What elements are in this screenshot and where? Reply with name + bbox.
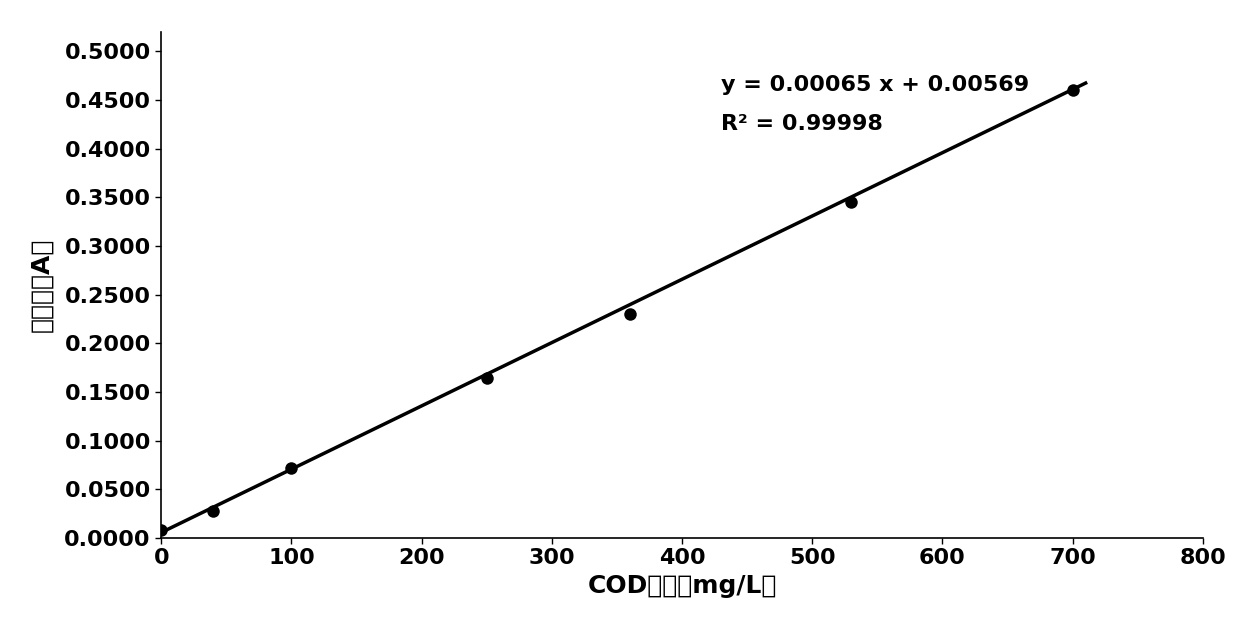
Point	[1063, 85, 1083, 95]
Point	[476, 373, 496, 384]
Point	[151, 525, 171, 535]
Point	[203, 506, 223, 516]
Point	[620, 309, 640, 319]
Point	[841, 197, 861, 207]
Point	[281, 463, 301, 473]
Text: y = 0.00065 x + 0.00569: y = 0.00065 x + 0.00569	[720, 75, 1029, 95]
X-axis label: COD浓度（mg/L）: COD浓度（mg/L）	[588, 574, 776, 598]
Text: R² = 0.99998: R² = 0.99998	[720, 114, 883, 134]
Y-axis label: 吸光度（A）: 吸光度（A）	[30, 237, 53, 332]
